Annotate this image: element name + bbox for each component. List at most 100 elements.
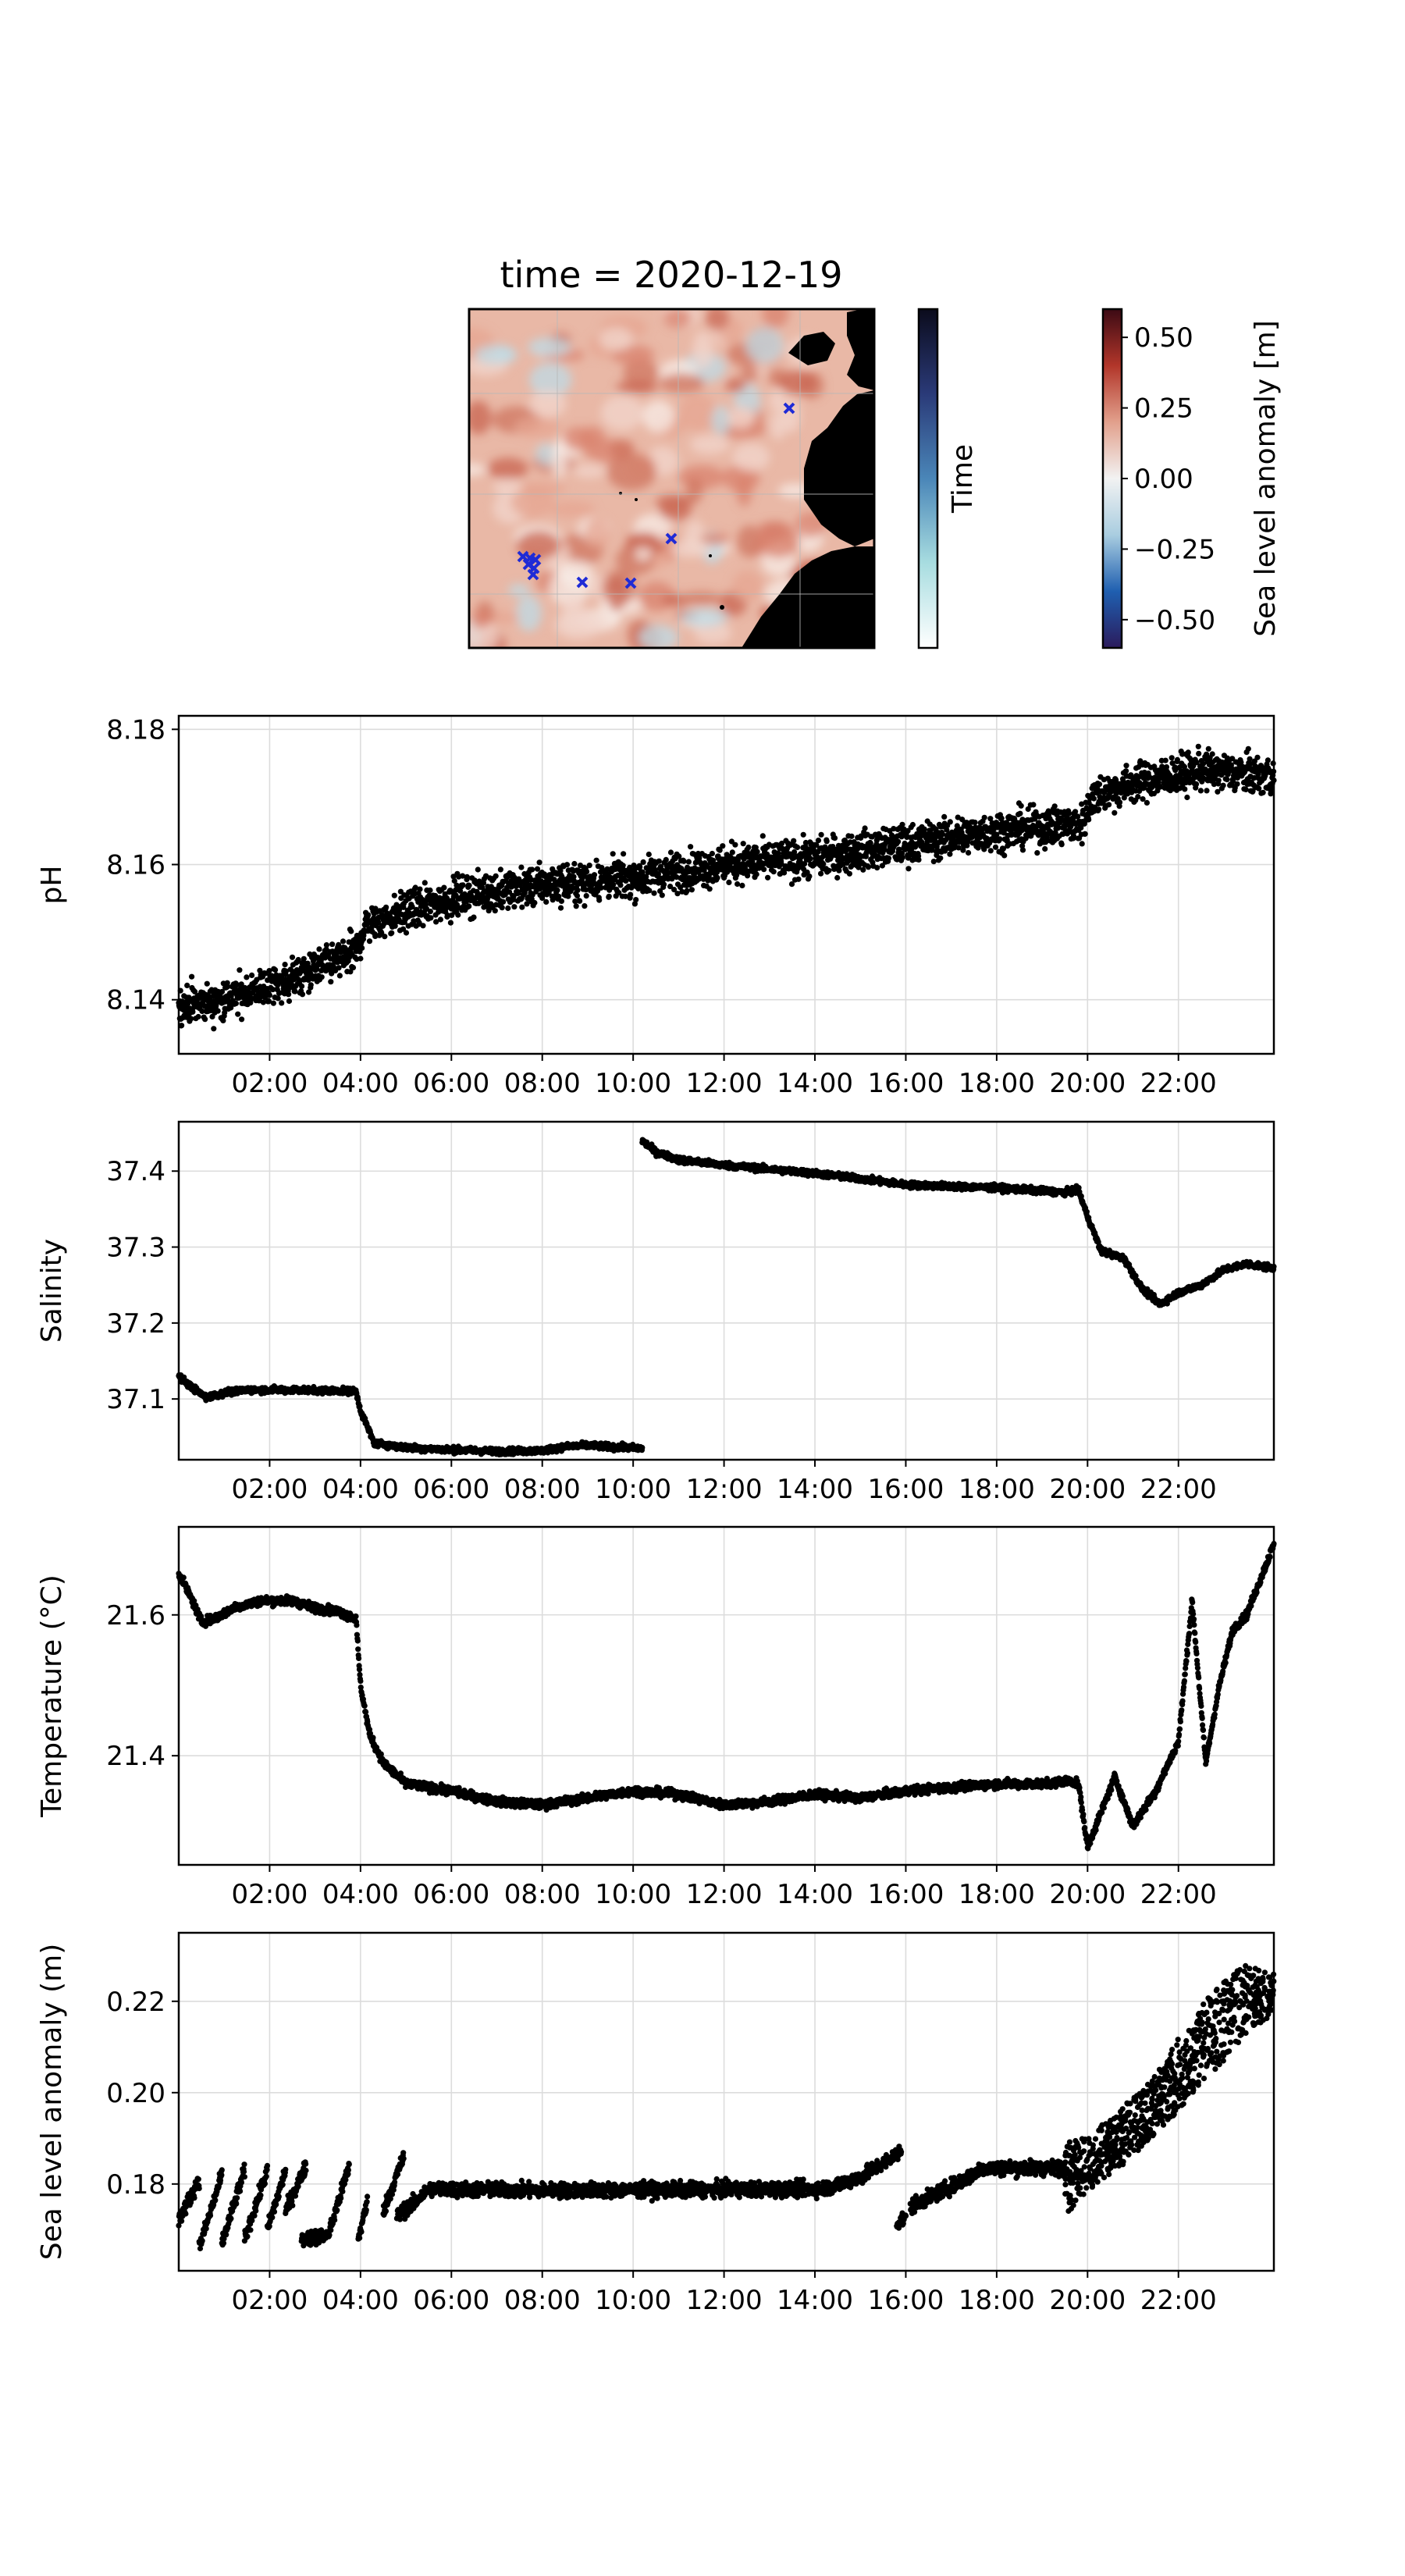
ph-data-point	[190, 1009, 196, 1015]
ph-data-point	[1042, 845, 1048, 852]
ph-data-point	[239, 1016, 245, 1023]
ph-data-point	[770, 869, 777, 875]
ph-data-point	[862, 825, 868, 831]
time-colorbar-bar	[917, 308, 939, 649]
sla-anomaly-blob	[732, 443, 770, 471]
salinity-series	[176, 1137, 1277, 1458]
ph-data-point	[596, 897, 603, 903]
ph-data-point	[336, 965, 342, 971]
ph-data-point	[740, 841, 746, 847]
ph-data-point	[1260, 789, 1266, 795]
ph-data-point	[260, 999, 266, 1005]
ph-data-point	[710, 857, 717, 863]
ph-data-point	[279, 1000, 285, 1006]
ph-data-point	[820, 861, 827, 867]
ph-data-point	[242, 984, 248, 991]
ph-data-point	[499, 905, 505, 911]
sla-anomaly-blob	[551, 440, 568, 478]
ph-data-point	[391, 892, 397, 898]
ph-data-point	[505, 905, 511, 912]
sla-anomaly-blob	[727, 407, 756, 429]
ph-data-point	[536, 859, 542, 866]
ph-data-point	[515, 890, 521, 896]
ph-data-point	[557, 905, 564, 911]
ph-data-point	[460, 882, 466, 888]
sla-anomaly-blob	[563, 427, 593, 450]
ph-data-point	[348, 928, 354, 934]
ph-data-point	[422, 880, 428, 886]
ph-data-point	[598, 884, 604, 891]
ph-data-point	[336, 941, 342, 948]
ph-data-point	[1193, 781, 1200, 788]
ph-data-point	[192, 988, 198, 994]
ph-data-point	[237, 967, 243, 973]
ph-data-point	[455, 912, 461, 918]
ph-data-point	[1254, 754, 1261, 760]
ph-data-point	[557, 867, 564, 873]
sla-anomaly-blob	[692, 330, 714, 368]
ph-data-point	[308, 982, 314, 988]
island	[635, 498, 638, 501]
ph-data-point	[674, 874, 680, 881]
ph-x-tick-label: 14:00	[777, 1068, 853, 1099]
ph-data-point	[620, 863, 626, 869]
ph-data-point	[981, 814, 987, 820]
ph-data-point	[420, 923, 426, 929]
ph-data-point	[681, 858, 687, 864]
ph-data-point	[286, 998, 293, 1005]
sla-colorbar-tick-label: 0.00	[1134, 464, 1193, 495]
sla-anomaly-blob	[471, 610, 490, 630]
ph-data-point	[1245, 745, 1251, 752]
ph-data-point	[669, 876, 675, 882]
ph-data-point	[753, 871, 759, 877]
ph-data-point	[800, 831, 806, 838]
ph-panel: 02:00 04:00 06:00 08:00 10:00 12:00 14:00 16:00…	[36, 714, 1277, 1099]
island	[720, 605, 724, 610]
ph-data-point	[328, 979, 334, 985]
ph-data-point	[640, 859, 646, 865]
ph-series	[176, 743, 1277, 1032]
ph-data-point	[412, 884, 418, 891]
ph-data-point	[688, 887, 695, 893]
ph-data-point	[282, 962, 288, 968]
ph-data-point	[432, 892, 439, 899]
ph-data-point	[584, 869, 590, 875]
ph-data-point	[674, 891, 681, 897]
ph-data-point	[1215, 777, 1222, 784]
sla-anomaly-blob	[615, 380, 658, 394]
sla-anomaly-blob	[638, 624, 678, 648]
ph-y-axis-label: pH	[36, 866, 68, 905]
ph-data-point	[997, 836, 1003, 842]
sla-colorbar-tick-label: 0.50	[1134, 322, 1193, 354]
sla-anomaly-blob	[493, 479, 522, 496]
ph-data-point	[1017, 810, 1023, 817]
ph-data-point	[941, 813, 948, 820]
sea-level-map	[469, 309, 874, 648]
ph-data-point	[646, 851, 652, 858]
ph-data-point	[518, 864, 525, 870]
ph-data-point	[350, 965, 357, 971]
ph-data-point	[556, 893, 562, 899]
ph-data-point	[444, 913, 451, 919]
ph-data-point	[1075, 813, 1081, 820]
ph-data-point	[1090, 795, 1097, 802]
ph-data-point	[916, 856, 922, 863]
ph-data-point	[1018, 802, 1024, 809]
ph-data-point	[511, 904, 518, 910]
ph-data-point	[1243, 786, 1249, 793]
ph-data-point	[270, 1000, 276, 1006]
sla-colorbar-label: Sea level anomaly [m]	[1250, 320, 1282, 637]
sla-anomaly-blob	[606, 454, 657, 491]
ph-data-point	[220, 1017, 226, 1023]
ph-data-point	[519, 904, 525, 910]
ph-data-point	[583, 893, 589, 899]
sla-anomaly-blob	[469, 400, 492, 435]
ph-y-tick-label: 8.16	[106, 850, 165, 881]
map-panel: time = 2020-12-19 Time Sea l	[468, 254, 1282, 649]
ph-data-point	[807, 856, 813, 862]
sla-anomaly-blob	[475, 344, 518, 365]
ph-data-point	[316, 946, 322, 952]
sla-anomaly-blob	[762, 309, 789, 329]
ph-data-point	[628, 891, 634, 898]
sla-anomaly-blob	[769, 389, 787, 412]
